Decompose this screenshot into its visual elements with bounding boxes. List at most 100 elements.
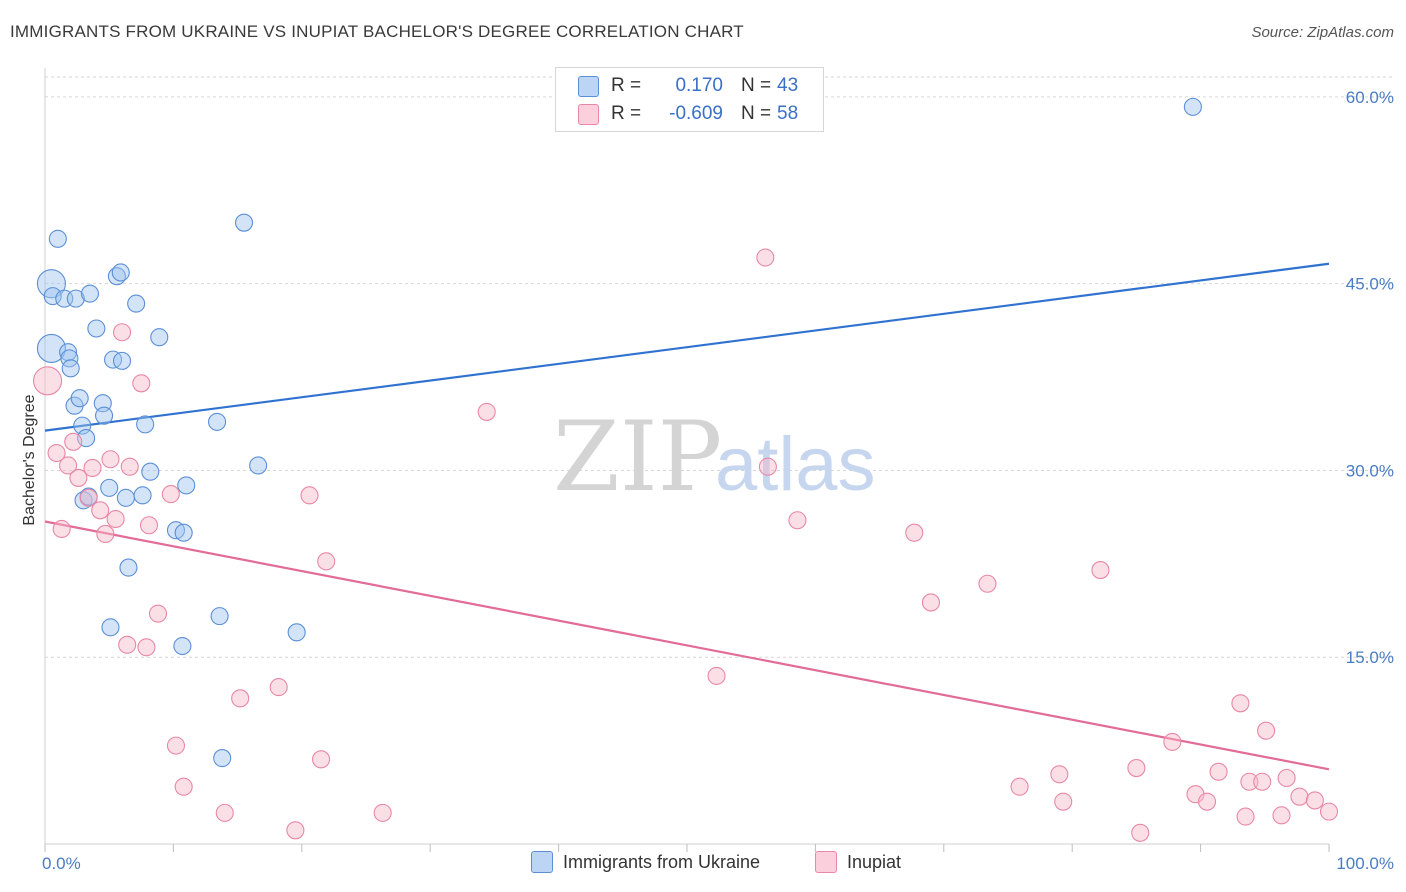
ukraine-point-18	[95, 406, 114, 425]
ukraine-point-33	[174, 523, 193, 542]
tick-labels: 15.0% 30.0% 45.0% 60.0% 0.0% 100.0%	[42, 88, 1394, 873]
inupiat-point-28	[317, 552, 336, 571]
r-value: -0.609	[669, 103, 723, 124]
inupiat-point-22	[215, 803, 234, 822]
inupiat-point-33	[758, 457, 777, 476]
inupiat-point-50	[1240, 772, 1259, 791]
inupiat-point-26	[300, 486, 319, 505]
inupiat-point-5	[69, 468, 88, 487]
inupiat-point-51	[1253, 772, 1272, 791]
ukraine-point-24	[112, 351, 132, 370]
source-credit: Source: ZipAtlas.com	[1251, 24, 1394, 41]
y-tick-label: 15.0%	[1346, 648, 1394, 667]
legend-item-ukraine: Immigrants from Ukraine	[531, 851, 760, 873]
ukraine-point-3	[48, 229, 67, 248]
inupiat-point-42	[1127, 758, 1146, 778]
ukraine-point-0	[36, 333, 66, 363]
ukraine-point-21	[104, 350, 123, 369]
ukraine-point-26	[119, 558, 138, 577]
stats-legend: R = 0.170 N = 43 R = -0.609 N = 58	[555, 67, 824, 132]
chart-title: IMMIGRANTS FROM UKRAINE VS INUPIAT BACHE…	[10, 22, 744, 41]
inupiat-point-32	[756, 248, 775, 267]
inupiat-point-47	[1209, 762, 1228, 781]
legend-row-ukraine: R = 0.170 N = 43	[578, 73, 798, 99]
inupiat-point-0	[33, 366, 63, 396]
trend-lines	[44, 262, 1330, 771]
ukraine-point-19	[100, 478, 119, 497]
inupiat-point-48	[1231, 694, 1250, 713]
inupiat-point-46	[1197, 792, 1217, 811]
legend-swatch-ukraine	[578, 75, 599, 97]
legend-item-inupiat: Inupiat	[815, 851, 901, 873]
ukraine-point-1	[36, 269, 66, 299]
ukraine-point-23	[111, 263, 130, 282]
n-label: N =	[741, 103, 772, 124]
inupiat-point-14	[120, 457, 139, 476]
inupiat-point-16	[137, 638, 156, 657]
ukraine-point-10	[70, 389, 89, 408]
inupiat-trend-line	[44, 520, 1330, 771]
ukraine-point-35	[173, 636, 192, 656]
ukraine-point-40	[249, 456, 268, 475]
inupiat-point-56	[1305, 791, 1324, 810]
ukraine-point-2	[43, 287, 62, 306]
r-label: R =	[611, 75, 642, 96]
inupiat-point-9	[96, 524, 115, 544]
inupiat-point-3	[59, 456, 78, 475]
inupiat-point-23	[231, 689, 250, 708]
ukraine-point-9	[66, 289, 85, 308]
inupiat-point-6	[79, 488, 98, 507]
inupiat-point-4	[64, 432, 83, 451]
inupiat-point-30	[477, 402, 496, 421]
legend-swatch-ukraine	[531, 851, 553, 873]
inupiat-point-2	[52, 519, 71, 539]
inupiat-point-38	[1010, 777, 1029, 796]
inupiat-point-13	[118, 635, 137, 654]
inupiat-point-43	[1131, 823, 1150, 842]
ukraine-point-34	[177, 476, 196, 495]
inupiat-point-8	[91, 501, 110, 520]
inupiat-point-11	[106, 509, 125, 529]
legend-row-inupiat: R = -0.609 N = 58	[578, 101, 798, 127]
y-tick-label: 30.0%	[1346, 461, 1394, 480]
inupiat-point-37	[978, 574, 997, 593]
inupiat-point-36	[921, 593, 941, 612]
inupiat-point-27	[312, 750, 331, 769]
legend-label-inupiat: Inupiat	[847, 851, 902, 872]
x-tick-label: 0.0%	[42, 854, 81, 873]
n-label: N =	[741, 75, 772, 96]
inupiat-point-21	[174, 777, 193, 796]
inupiat-point-17	[139, 516, 159, 535]
watermark-zip: ZIP	[553, 401, 722, 513]
ukraine-point-7	[61, 359, 80, 378]
series-legend: Immigrants from Ukraine Inupiat	[0, 851, 1406, 877]
n-value: 58	[777, 103, 799, 124]
inupiat-point-57	[1319, 802, 1339, 821]
ukraine-point-42	[1183, 97, 1202, 116]
legend-swatch-inupiat	[578, 103, 599, 125]
ukraine-point-36	[208, 412, 227, 431]
legend-label-ukraine: Immigrants from Ukraine	[563, 851, 761, 872]
ukraine-point-20	[101, 618, 120, 637]
inupiat-point-24	[269, 678, 288, 697]
y-tick-label: 60.0%	[1346, 88, 1394, 107]
r-label: R =	[611, 103, 642, 124]
ukraine-trend-line	[44, 262, 1330, 432]
legend-swatch-inupiat	[815, 851, 837, 873]
axes	[44, 68, 1330, 852]
y-axis-label: Bachelor's Degree	[21, 394, 38, 525]
inupiat-point-12	[112, 323, 132, 342]
inupiat-point-40	[1054, 792, 1073, 811]
inupiat-point-29	[373, 803, 392, 822]
ukraine-point-27	[127, 294, 146, 313]
inupiat-point-7	[83, 458, 102, 478]
inupiat-point-25	[286, 821, 305, 840]
inupiat-point-55	[1290, 787, 1309, 806]
ukraine-point-37	[210, 607, 229, 626]
ukraine-point-41	[287, 623, 306, 642]
ukraine-point-38	[213, 749, 232, 768]
gridlines	[45, 76, 1394, 658]
ukraine-point-29	[136, 415, 155, 434]
watermark-atlas: atlas	[715, 422, 876, 507]
ukraine-point-25	[116, 488, 135, 507]
